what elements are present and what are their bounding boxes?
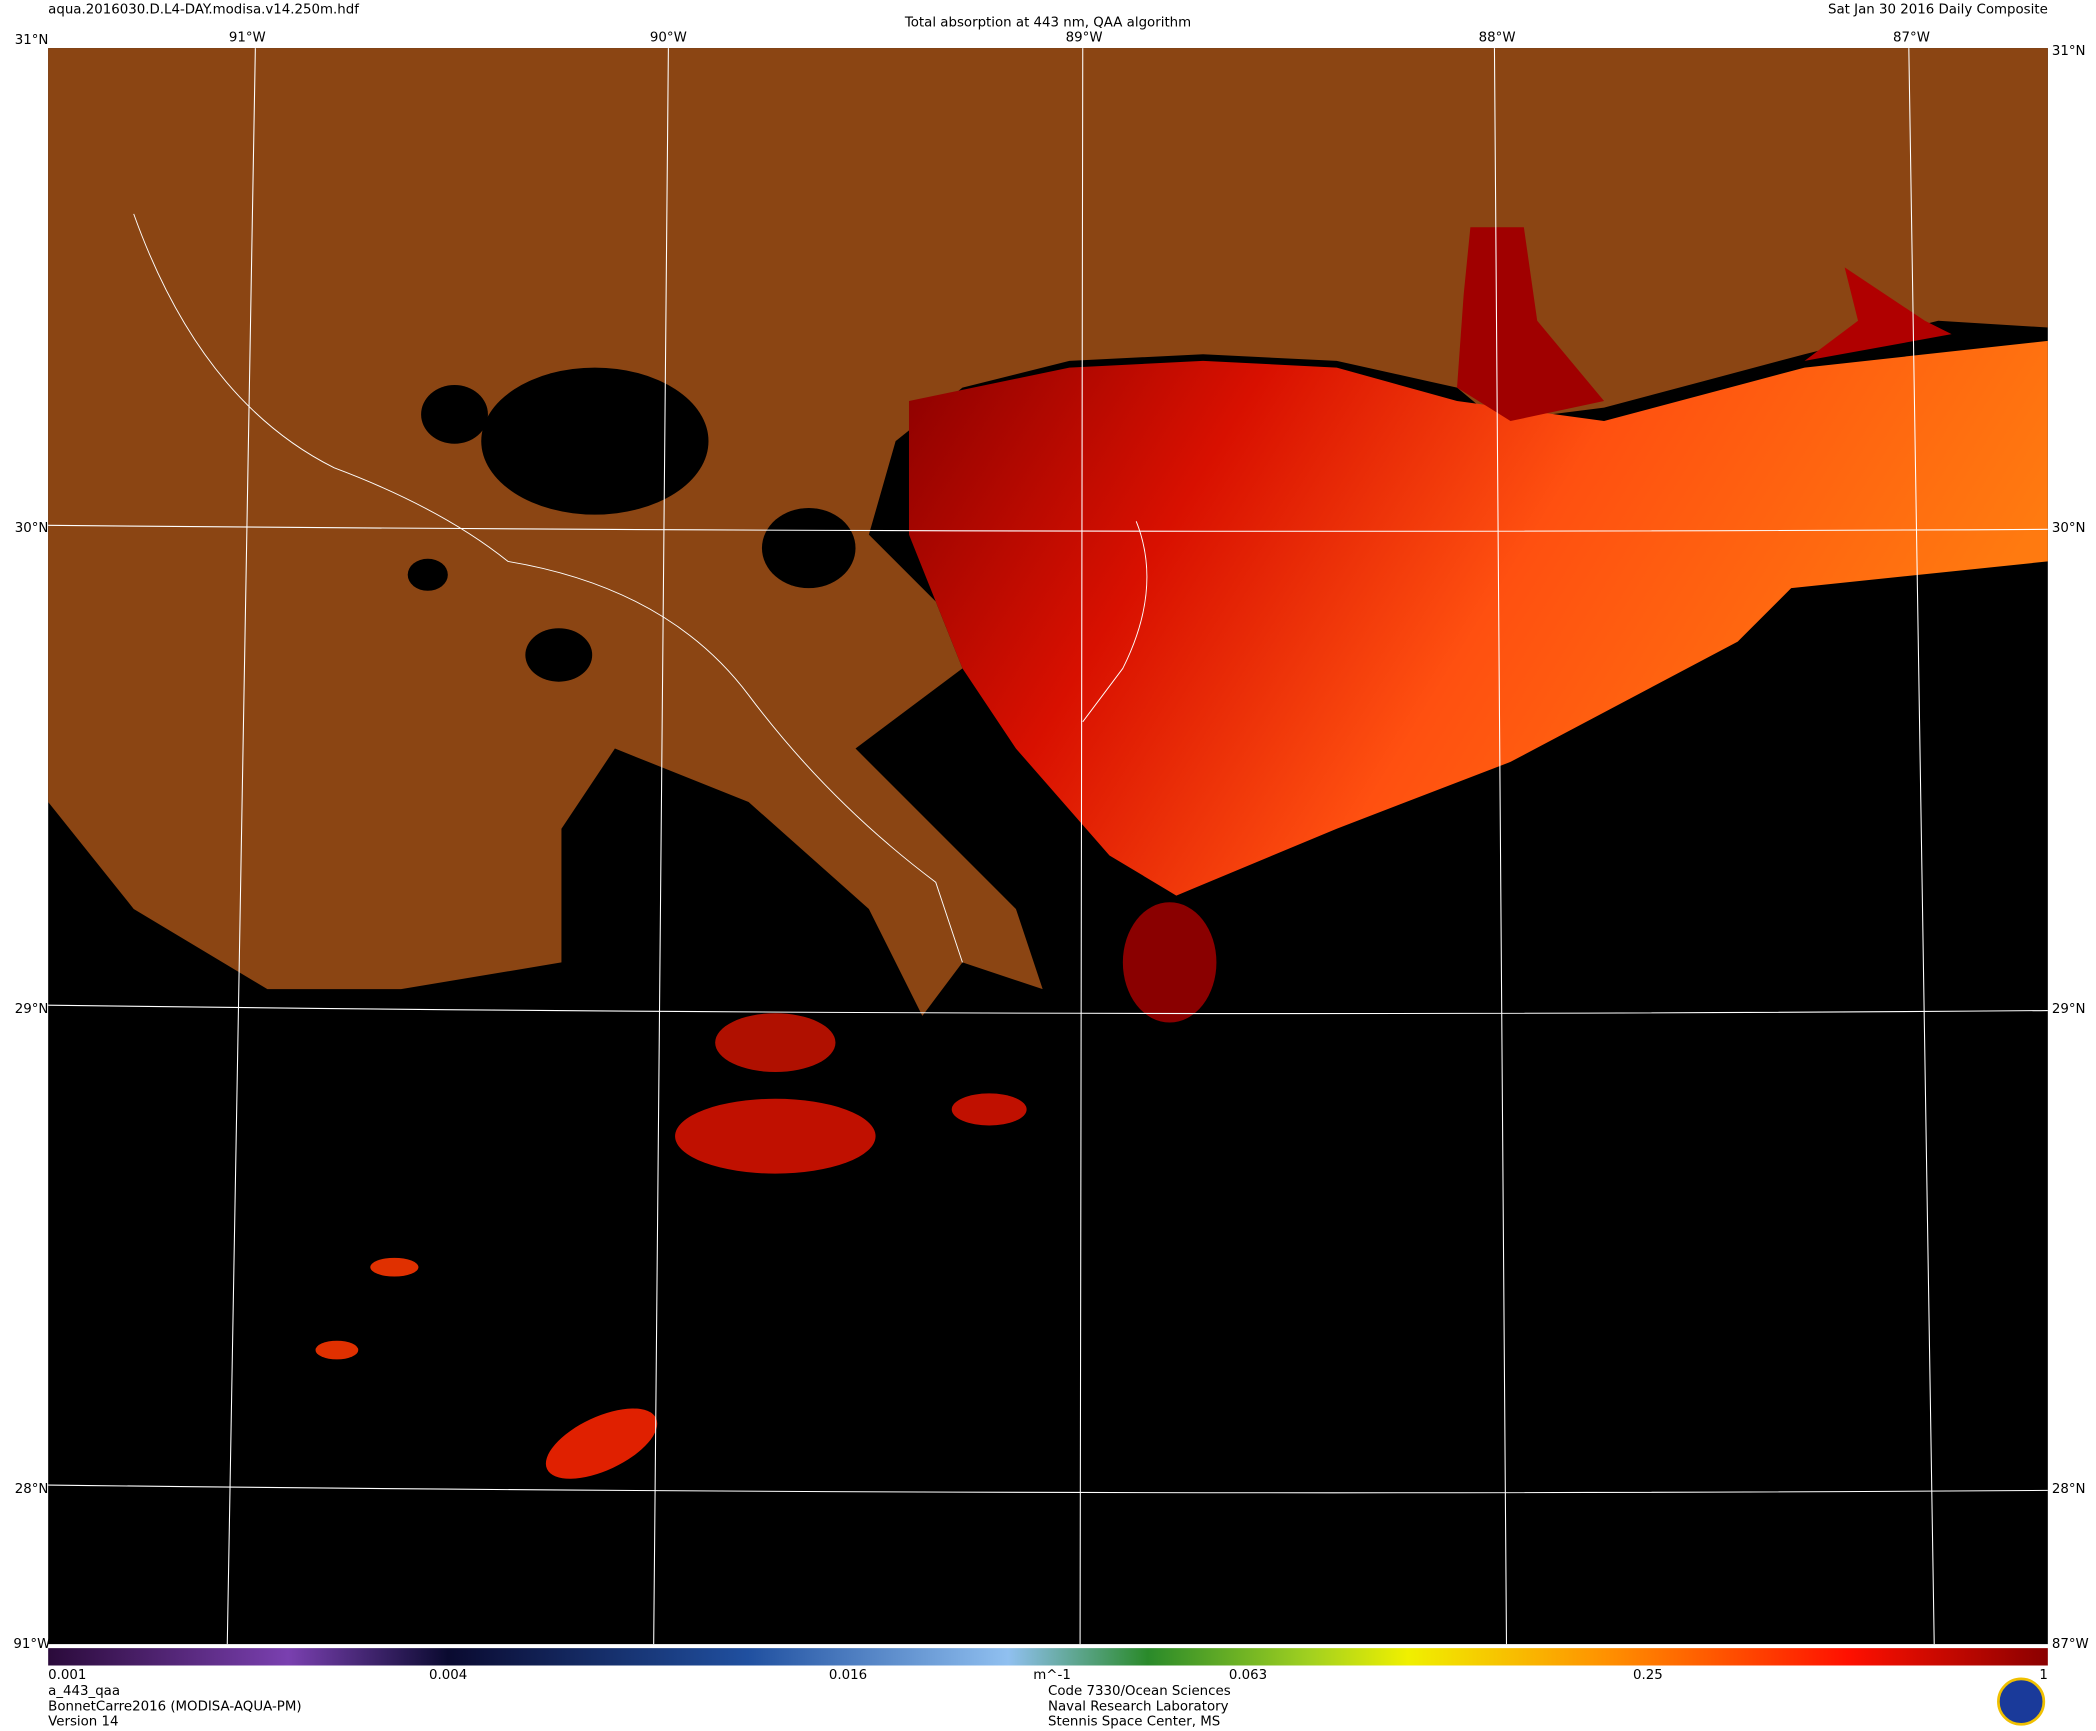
latitude-label: 31°N: [2052, 44, 2086, 59]
chandeleur-islands: [1082, 521, 1148, 723]
lake-pontchartrain: [481, 367, 709, 515]
lake: [407, 558, 448, 591]
sediment-plume: [908, 340, 2048, 896]
nrl-logo: [1997, 1677, 2046, 1726]
colorbar-unit: m^-1: [1033, 1668, 1071, 1683]
graticule-line: [48, 524, 2048, 1494]
land: [48, 48, 2048, 1016]
lake-borgne: [761, 507, 856, 589]
latitude-label: 29°N: [2052, 1002, 2086, 1017]
lake-maurepas: [421, 384, 488, 444]
lake: [525, 628, 593, 682]
longitude-label: 87°W: [2052, 1637, 2089, 1652]
latitude-label: 30°N: [2052, 521, 2086, 536]
footer-center: Code 7330/Ocean Sciences: [1048, 1684, 1231, 1699]
longitude-label: 89°W: [1066, 30, 1103, 45]
latitude-label: 28°N: [2052, 1482, 2086, 1497]
footer-left: a_443_qaa: [48, 1684, 120, 1699]
plume-patch: [675, 1098, 876, 1174]
colorbar: [48, 1648, 2048, 1666]
longitude-label: 90°W: [650, 30, 687, 45]
longitude-label: 91°W: [13, 1637, 50, 1652]
plume-patch: [1122, 902, 1217, 1023]
graticule-line: [226, 48, 1935, 1645]
latitude-label: 30°N: [15, 521, 49, 536]
footer-left: BonnetCarre2016 (MODISA-AQUA-PM): [48, 1699, 301, 1714]
colorbar-tick-label: 0.001: [48, 1668, 86, 1683]
colorbar-tick-label: 0.016: [829, 1668, 867, 1683]
mobile-bay: [1457, 227, 1605, 422]
footer-left: Version 14: [48, 1715, 118, 1730]
plume-patch: [715, 1013, 836, 1073]
filename: aqua.2016030.D.L4-DAY.modisa.v14.250m.hd…: [48, 2, 359, 17]
latitude-label: 31°N: [15, 33, 49, 48]
title: Total absorption at 443 nm, QAA algorith…: [904, 16, 1191, 31]
plume-patch: [315, 1340, 359, 1360]
pensacola-bay: [1804, 267, 1952, 361]
map: [48, 48, 2048, 1645]
colorbar-tick-label: 0.25: [1633, 1668, 1663, 1683]
longitude-label: 91°W: [229, 30, 266, 45]
latitude-label: 28°N: [15, 1482, 49, 1497]
colorbar-tick-label: 0.063: [1229, 1668, 1267, 1683]
colorbar-tick-label: 1: [2039, 1668, 2048, 1683]
plume-patch: [951, 1093, 1027, 1126]
plume-patch: [370, 1257, 419, 1277]
colorbar-tick-label: 0.004: [429, 1668, 467, 1683]
date: Sat Jan 30 2016 Daily Composite: [1828, 2, 2048, 17]
footer-center: Stennis Space Center, MS: [1048, 1715, 1220, 1730]
longitude-label: 88°W: [1479, 30, 1516, 45]
latitude-label: 29°N: [15, 1002, 49, 1017]
longitude-label: 87°W: [1893, 30, 1930, 45]
footer-center: Naval Research Laboratory: [1048, 1699, 1229, 1714]
mississippi-river: [133, 213, 963, 963]
plume-patch: [545, 1408, 658, 1479]
